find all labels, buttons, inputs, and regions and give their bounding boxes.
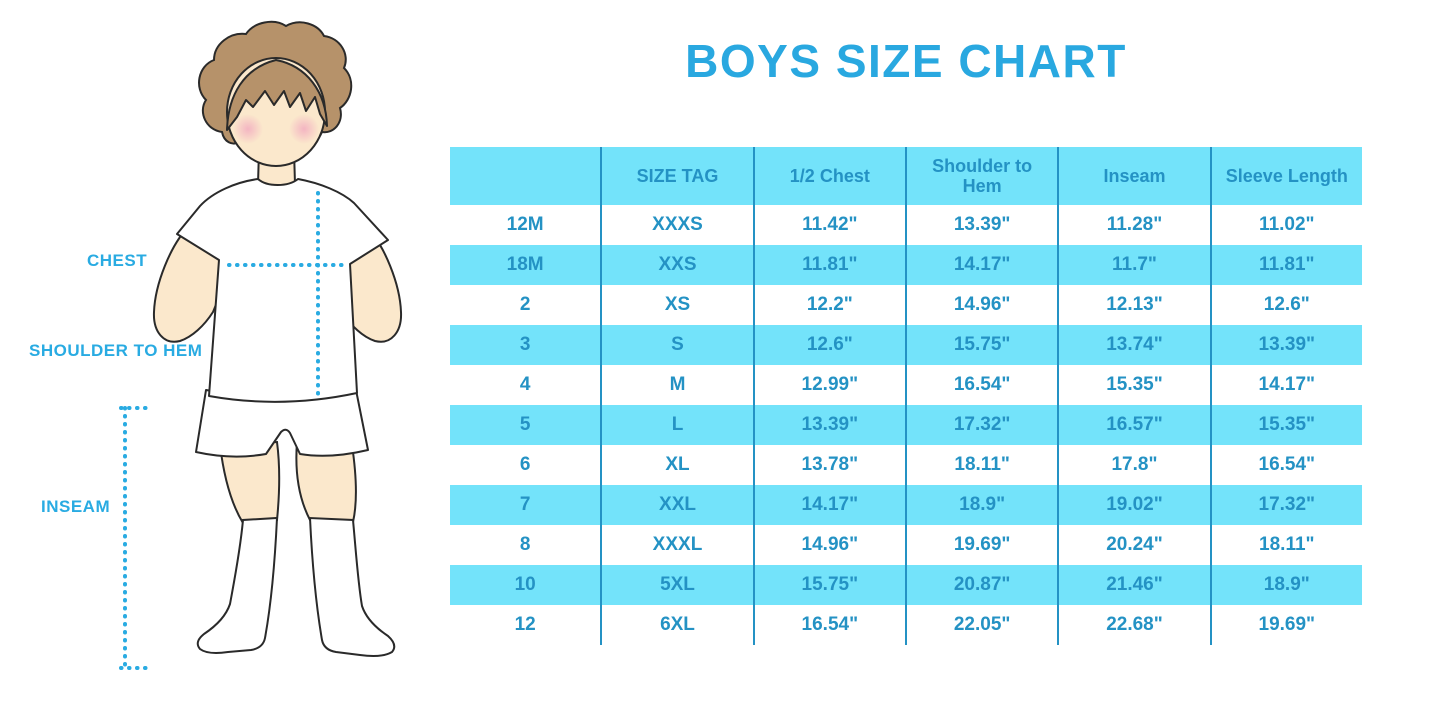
page-title: BOYS SIZE CHART	[685, 35, 1127, 87]
cell-inseam: 12.13"	[1057, 285, 1209, 325]
cell-inseam: 11.7"	[1057, 245, 1209, 285]
cell-half-chest: 13.39"	[752, 405, 905, 445]
table-row: 8 XXXL 14.96" 19.69" 20.24" 18.11"	[450, 525, 1362, 565]
column-header-size	[450, 147, 600, 205]
cell-half-chest: 11.81"	[752, 245, 905, 285]
cell-size-tag: 6XL	[600, 605, 752, 645]
boy-measurement-illustration	[119, 20, 403, 670]
cell-inseam: 16.57"	[1057, 405, 1209, 445]
cell-half-chest: 12.99"	[752, 365, 905, 405]
cell-shoulder-to-hem: 15.75"	[904, 325, 1057, 365]
cell-size-tag: XS	[600, 285, 752, 325]
cell-inseam: 11.28"	[1057, 205, 1209, 245]
cell-inseam: 15.35"	[1057, 365, 1209, 405]
cell-size: 3	[519, 334, 531, 356]
cell-sleeve-length: 13.39"	[1209, 325, 1362, 365]
cell-inseam: 21.46"	[1057, 565, 1209, 605]
shirt	[176, 178, 389, 403]
cell-size: 5	[519, 414, 531, 436]
cell-shoulder-to-hem: 20.87"	[904, 565, 1057, 605]
cell-sleeve-length: 19.69"	[1209, 605, 1362, 645]
cell-size: 12M	[506, 214, 544, 236]
cell-inseam: 20.24"	[1057, 525, 1209, 565]
cheek-left	[233, 114, 263, 144]
cell-size: 2	[519, 294, 531, 316]
table-row: 3 S 12.6" 15.75" 13.74" 13.39"	[450, 325, 1362, 365]
cell-half-chest: 16.54"	[752, 605, 905, 645]
cell-size: 10	[514, 574, 536, 596]
cell-sleeve-length: 17.32"	[1209, 485, 1362, 525]
cell-size: 4	[519, 374, 531, 396]
cell-size-tag: L	[600, 405, 752, 445]
cell-sleeve-length: 18.11"	[1209, 525, 1362, 565]
cell-sleeve-length: 11.81"	[1209, 245, 1362, 285]
cell-sleeve-length: 14.17"	[1209, 365, 1362, 405]
cell-half-chest: 14.96"	[752, 525, 905, 565]
column-header-inseam: Inseam	[1057, 147, 1209, 205]
cell-half-chest: 13.78"	[752, 445, 905, 485]
cell-size-tag: XXL	[600, 485, 752, 525]
column-header-size-tag: SIZE TAG	[600, 147, 752, 205]
table-header-row: SIZE TAG 1/2 Chest Shoulder to Hem Insea…	[450, 147, 1362, 205]
table-row: 18M XXS 11.81" 14.17" 11.7" 11.81"	[450, 245, 1362, 285]
cell-size: 8	[519, 534, 531, 556]
cell-half-chest: 12.6"	[752, 325, 905, 365]
cell-size-tag: XXXL	[600, 525, 752, 565]
cell-size-tag: S	[600, 325, 752, 365]
cell-size: 12	[514, 614, 536, 636]
cell-half-chest: 14.17"	[752, 485, 905, 525]
cell-shoulder-to-hem: 14.96"	[904, 285, 1057, 325]
inseam-label: INSEAM	[41, 497, 111, 516]
cell-shoulder-to-hem: 13.39"	[904, 205, 1057, 245]
cell-sleeve-length: 16.54"	[1209, 445, 1362, 485]
table-row: 12 6XL 16.54" 22.05" 22.68" 19.69"	[450, 605, 1362, 645]
cell-sleeve-length: 18.9"	[1209, 565, 1362, 605]
cell-size: 6	[519, 454, 531, 476]
cell-shoulder-to-hem: 14.17"	[904, 245, 1057, 285]
cell-shoulder-to-hem: 18.11"	[904, 445, 1057, 485]
cell-size: 18M	[506, 254, 544, 276]
cell-size-tag: XL	[600, 445, 752, 485]
column-header-shoulder-to-hem: Shoulder to Hem	[904, 147, 1057, 205]
cell-shoulder-to-hem: 17.32"	[904, 405, 1057, 445]
cell-size-tag: XXXS	[600, 205, 752, 245]
cell-size-tag: M	[600, 365, 752, 405]
cell-size-tag: XXS	[600, 245, 752, 285]
sock-left	[196, 516, 279, 654]
cell-sleeve-length: 15.35"	[1209, 405, 1362, 445]
table-row: 2 XS 12.2" 14.96" 12.13" 12.6"	[450, 285, 1362, 325]
cell-inseam: 19.02"	[1057, 485, 1209, 525]
cell-half-chest: 15.75"	[752, 565, 905, 605]
cell-size-tag: 5XL	[600, 565, 752, 605]
cell-shoulder-to-hem: 16.54"	[904, 365, 1057, 405]
cell-shoulder-to-hem: 19.69"	[904, 525, 1057, 565]
table-row: 4 M 12.99" 16.54" 15.35" 14.17"	[450, 365, 1362, 405]
cell-inseam: 17.8"	[1057, 445, 1209, 485]
sock-right	[308, 516, 396, 657]
cell-shoulder-to-hem: 18.9"	[904, 485, 1057, 525]
chest-label: CHEST	[87, 251, 148, 270]
cell-half-chest: 11.42"	[752, 205, 905, 245]
cell-inseam: 22.68"	[1057, 605, 1209, 645]
column-header-sleeve-length: Sleeve Length	[1209, 147, 1362, 205]
size-table: SIZE TAG 1/2 Chest Shoulder to Hem Insea…	[450, 147, 1362, 645]
table-row: 6 XL 13.78" 18.11" 17.8" 16.54"	[450, 445, 1362, 485]
arm-left	[152, 223, 223, 343]
hair-fringe	[226, 59, 328, 131]
table-row: 10 5XL 15.75" 20.87" 21.46" 18.9"	[450, 565, 1362, 605]
table-row: 12M XXXS 11.42" 13.39" 11.28" 11.02"	[450, 205, 1362, 245]
column-header-half-chest: 1/2 Chest	[752, 147, 905, 205]
cell-sleeve-length: 11.02"	[1209, 205, 1362, 245]
table-row: 7 XXL 14.17" 18.9" 19.02" 17.32"	[450, 485, 1362, 525]
cell-sleeve-length: 12.6"	[1209, 285, 1362, 325]
cell-half-chest: 12.2"	[752, 285, 905, 325]
cheek-right	[289, 114, 319, 144]
shoulder-to-hem-label: SHOULDER TO HEM	[29, 341, 203, 360]
table-row: 5 L 13.39" 17.32" 16.57" 15.35"	[450, 405, 1362, 445]
cell-shoulder-to-hem: 22.05"	[904, 605, 1057, 645]
cell-inseam: 13.74"	[1057, 325, 1209, 365]
cell-size: 7	[519, 494, 531, 516]
